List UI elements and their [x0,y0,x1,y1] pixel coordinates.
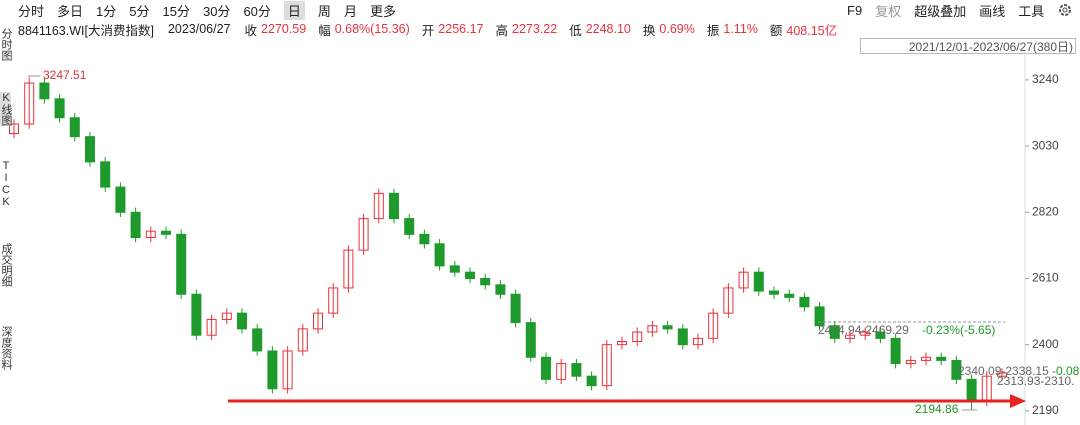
period[interactable]: 15分 [162,3,190,19]
field-label: 高 [495,23,508,38]
field-value: 2273.22 [512,22,558,36]
measure-change: -0.23%(-5.65) [922,323,995,337]
y-tick-label: 2820 [1032,204,1059,218]
field-label: 低 [569,23,582,38]
period[interactable]: 60分 [243,3,271,19]
period[interactable]: 更多 [369,3,396,19]
period[interactable]: 日 [283,0,305,20]
max-label: 3247.51 [43,68,87,82]
period-bar: 分时 多日 1分 5分 15分 30分 60分 日 周 月 更多 [18,0,409,20]
field-label: 收 [244,23,258,38]
field-value: 2270.59 [261,22,307,36]
y-tick-label: 2190 [1032,403,1059,417]
field-value: 2248.10 [585,22,631,36]
tool[interactable]: 工具 [1018,3,1045,19]
measure-change: -0.08% [1052,364,1080,378]
arrow-head [1010,394,1026,408]
side-tab[interactable]: K线图 [0,92,12,126]
tool[interactable]: F9 [847,2,863,18]
tool[interactable]: 画线 [979,3,1006,19]
period[interactable]: 5分 [129,3,150,19]
field-label: 额 [769,23,783,38]
range-box[interactable]: 2021/12/01-2023/06/27(380日) [860,38,1076,54]
field-label: 幅 [318,23,331,38]
settings-icon[interactable] [1057,2,1073,18]
y-tick-label: 2610 [1032,271,1059,285]
y-tick-label: 3030 [1032,138,1059,152]
tool[interactable]: 复权 [875,3,902,19]
date: 2023/06/27 [167,22,231,36]
period[interactable]: 多日 [57,3,84,19]
tool-bar: F9 复权 超级叠加 画线 工具 [847,0,1073,20]
y-tick-label: 3240 [1032,72,1059,86]
field-value: 408.15亿 [786,23,838,38]
y-tick-label: 2400 [1032,337,1059,351]
period[interactable]: 30分 [202,3,231,19]
side-tab[interactable]: 分时图 [0,28,12,61]
field-value: 0.69% [659,22,695,36]
side-tab[interactable]: 成交明细 [0,243,12,287]
field-label: 换 [642,23,656,38]
period[interactable]: 分时 [18,3,45,19]
quote-bar: 8841163.WI[大消费指数] 2023/06/27 收 2270.59 幅 0.… [18,19,849,39]
period[interactable]: 月 [343,3,357,19]
measure-range: 2474.94-2469.29 [818,323,909,337]
period[interactable]: 1分 [96,3,117,19]
side-tab[interactable]: 深度资料 [0,326,12,370]
side-tab[interactable]: TICK [0,160,12,208]
period[interactable]: 周 [317,3,331,19]
measure-range: 2313.93-2310. [997,374,1074,388]
field-value: 0.68%(15.36) [334,22,410,36]
measure-range: 2340.09-2338.15 [958,364,1049,378]
tool[interactable]: 超级叠加 [914,3,967,19]
field-value: 1.11% [723,22,758,36]
field-label: 振 [706,23,720,38]
min-label: 2194.86 [915,402,959,416]
field-label: 开 [421,23,435,38]
code: 8841163.WI[大消费指数] [18,23,154,38]
field-value: 2256.17 [438,22,484,36]
